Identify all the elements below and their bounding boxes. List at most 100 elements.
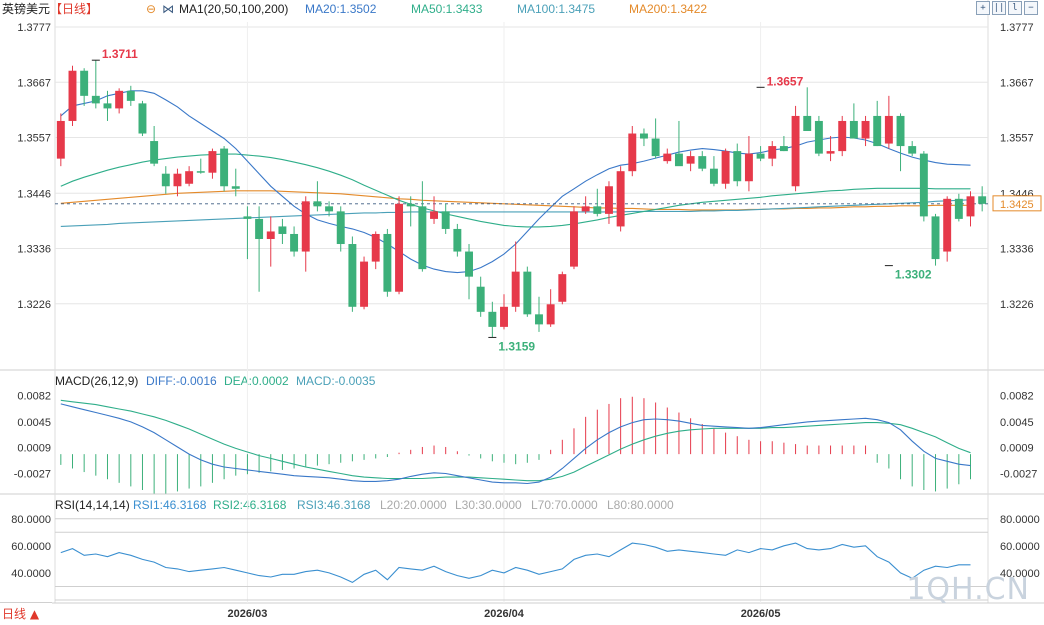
price-tick-right: 1.3777 (1000, 22, 1034, 34)
header-symbol: 英镑美元 (2, 1, 50, 16)
candle-body (861, 120, 870, 139)
zoom-out-icon[interactable]: − (1024, 1, 1038, 15)
chart-type-icon[interactable]: || (992, 1, 1006, 15)
candle-body (593, 206, 602, 214)
time-axis-label: 2026/04 (484, 608, 525, 620)
candle-body (301, 201, 310, 252)
candle-body (849, 120, 858, 139)
candle-body (243, 216, 252, 219)
rsi-header-l80: L80:80.0000 (607, 498, 674, 512)
candle-body (791, 115, 800, 187)
candle-body (709, 168, 718, 184)
candle-body (733, 151, 742, 182)
candle-body (453, 228, 462, 252)
candle-body (779, 146, 788, 152)
candle-body (605, 186, 613, 214)
candle-body (523, 271, 532, 315)
ma-line-ma100 (60, 199, 971, 227)
candle-body (535, 314, 543, 325)
rsi-header-rsi1: RSI1:46.3168 (133, 498, 207, 512)
candle-body (639, 133, 648, 139)
candle-body (873, 115, 882, 147)
zoom-in-icon[interactable]: + (976, 1, 990, 15)
candle-body (441, 211, 450, 229)
rsi-header-rsi3: RSI3:46.3168 (297, 498, 371, 512)
candle-body (488, 311, 497, 327)
macd-tick-right: 0.0009 (1000, 443, 1034, 455)
macd-dea-line (60, 399, 971, 482)
candle-body (803, 115, 812, 132)
price-tick-left: 1.3557 (17, 133, 51, 145)
candle-body (698, 156, 707, 169)
candle-body (465, 251, 473, 277)
candle-body (115, 90, 124, 109)
candle-body (313, 201, 322, 207)
header-ma20: MA20:1.3502 (305, 2, 377, 16)
candle-body (80, 70, 89, 96)
last-price-label: 1.3425 (1000, 199, 1034, 211)
candle-body (406, 203, 415, 207)
candle-body (896, 115, 905, 147)
macd-header-macd: MACD:-0.0035 (296, 374, 376, 388)
candle-body (978, 196, 987, 204)
time-axis-label: 2026/05 (741, 608, 781, 620)
extreme-label: 1.3657 (767, 74, 804, 88)
candle-body (686, 156, 695, 164)
candle-body (371, 233, 380, 262)
candle-body (231, 186, 240, 189)
settings-icon: ⊖ (146, 2, 156, 16)
candle-body (383, 233, 392, 292)
ma-line-ma200 (60, 190, 971, 211)
candle-body (103, 103, 112, 109)
rsi-tick-right: 40.0000 (1000, 568, 1040, 580)
macd-header-diff: DIFF:-0.0016 (146, 374, 217, 388)
macd-tick-right: -0.0027 (1000, 469, 1037, 481)
candle-body (255, 218, 264, 239)
rsi-tick-left: 80.0000 (11, 514, 51, 526)
candle-body (931, 216, 940, 260)
rsi-header-l20: L20:20.0000 (380, 498, 447, 512)
macd-tick-right: 0.0045 (1000, 417, 1034, 429)
ma-line-ma50 (60, 153, 971, 228)
candle-body (943, 198, 952, 252)
macd-tick-left: 0.0045 (17, 417, 51, 429)
candle-body (208, 151, 217, 173)
rsi-header-label: RSI(14,14,14) (55, 498, 130, 512)
candle-body (884, 115, 893, 144)
candle-body (919, 153, 928, 217)
price-tick-left: 1.3777 (17, 22, 51, 34)
price-tick-right: 1.3557 (1000, 133, 1034, 145)
candle-body (325, 206, 334, 212)
candle-body (511, 271, 520, 307)
macd-header-dea: DEA:0.0002 (224, 374, 289, 388)
watermark: 1QH.CN (906, 572, 1030, 607)
price-tick-left: 1.3667 (17, 77, 51, 89)
chart-toolbar: + || l − (976, 1, 1038, 15)
candle-body (68, 70, 77, 121)
macd-tick-left: -0.0027 (14, 469, 51, 481)
price-tick-right: 1.3667 (1000, 77, 1034, 89)
candle-body (220, 148, 229, 187)
candle-body (360, 261, 369, 307)
candle-body (161, 173, 170, 187)
candle-body (744, 153, 753, 182)
header-ma50: MA50:1.3433 (411, 2, 483, 16)
timeframe-button[interactable]: 日线 ▲ (0, 602, 52, 625)
candle-body (581, 206, 590, 212)
price-tick-right: 1.3336 (1000, 244, 1034, 256)
candle-body (126, 90, 135, 101)
candle-body (546, 304, 555, 325)
candle-body (278, 226, 287, 234)
price-tick-left: 1.3226 (17, 299, 51, 311)
candle-body (756, 153, 765, 159)
price-tick-left: 1.3336 (17, 244, 51, 256)
candle-body (150, 141, 159, 164)
candle-body (348, 244, 357, 307)
candle-body (838, 120, 847, 152)
candle-body (173, 173, 182, 187)
candle-body (476, 286, 485, 312)
indicator-icon[interactable]: l (1008, 1, 1022, 15)
candle-body (721, 151, 730, 184)
header-period: 【日线】 (50, 2, 98, 16)
